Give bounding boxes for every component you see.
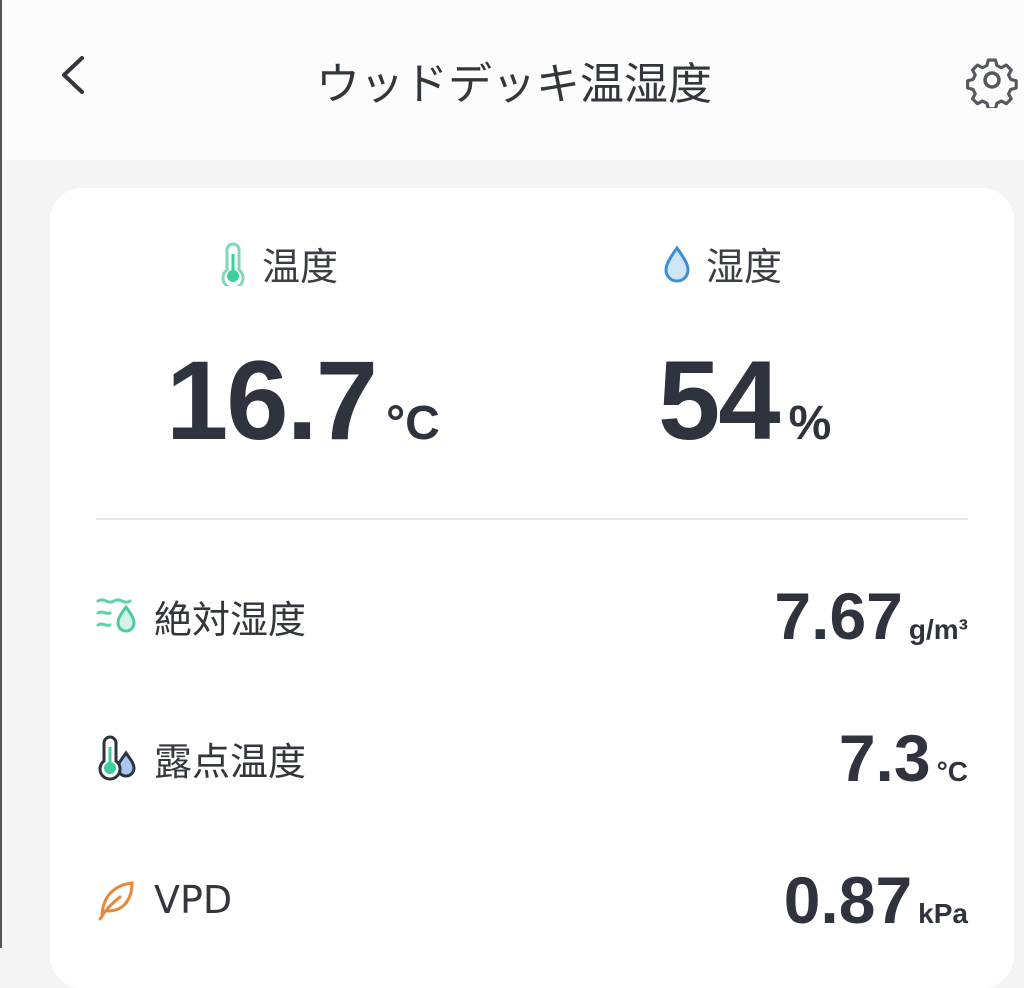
water-drop-icon: [664, 244, 690, 282]
page-title: ウッドデッキ温湿度: [316, 59, 712, 110]
temperature-value: 16.7 °C: [166, 338, 440, 463]
chevron-left-icon[interactable]: [52, 50, 92, 100]
absolute-humidity-value: 7.67 g/m³: [774, 579, 968, 653]
dew-point-icon: [98, 735, 136, 781]
dew-point-value: 7.3 °C: [838, 721, 968, 795]
leaf-icon: [98, 881, 134, 921]
absolute-humidity-icon: [96, 598, 136, 633]
detail-row-dew-point: 露点温度 7.3 °C: [94, 718, 968, 798]
gear-icon[interactable]: [964, 52, 1020, 108]
humidity-value: 54%: [658, 338, 832, 463]
vpd-value: 0.87 kPa: [783, 863, 968, 937]
temperature-label: 温度: [218, 236, 338, 291]
header: ウッドデッキ温湿度: [2, 0, 1024, 160]
detail-row-absolute-humidity: 絶対湿度 7.67 g/m³: [94, 576, 968, 656]
humidity-label: 湿度: [662, 236, 782, 291]
detail-row-vpd: VPD 0.87 kPa: [94, 860, 968, 940]
thermometer-icon: [221, 242, 245, 286]
divider: [96, 518, 968, 520]
sensor-card: 温度 16.7 °C 湿度 54% 絶対湿度 7.67 g/m³ 露点温度 7.3 °…: [50, 188, 1014, 988]
